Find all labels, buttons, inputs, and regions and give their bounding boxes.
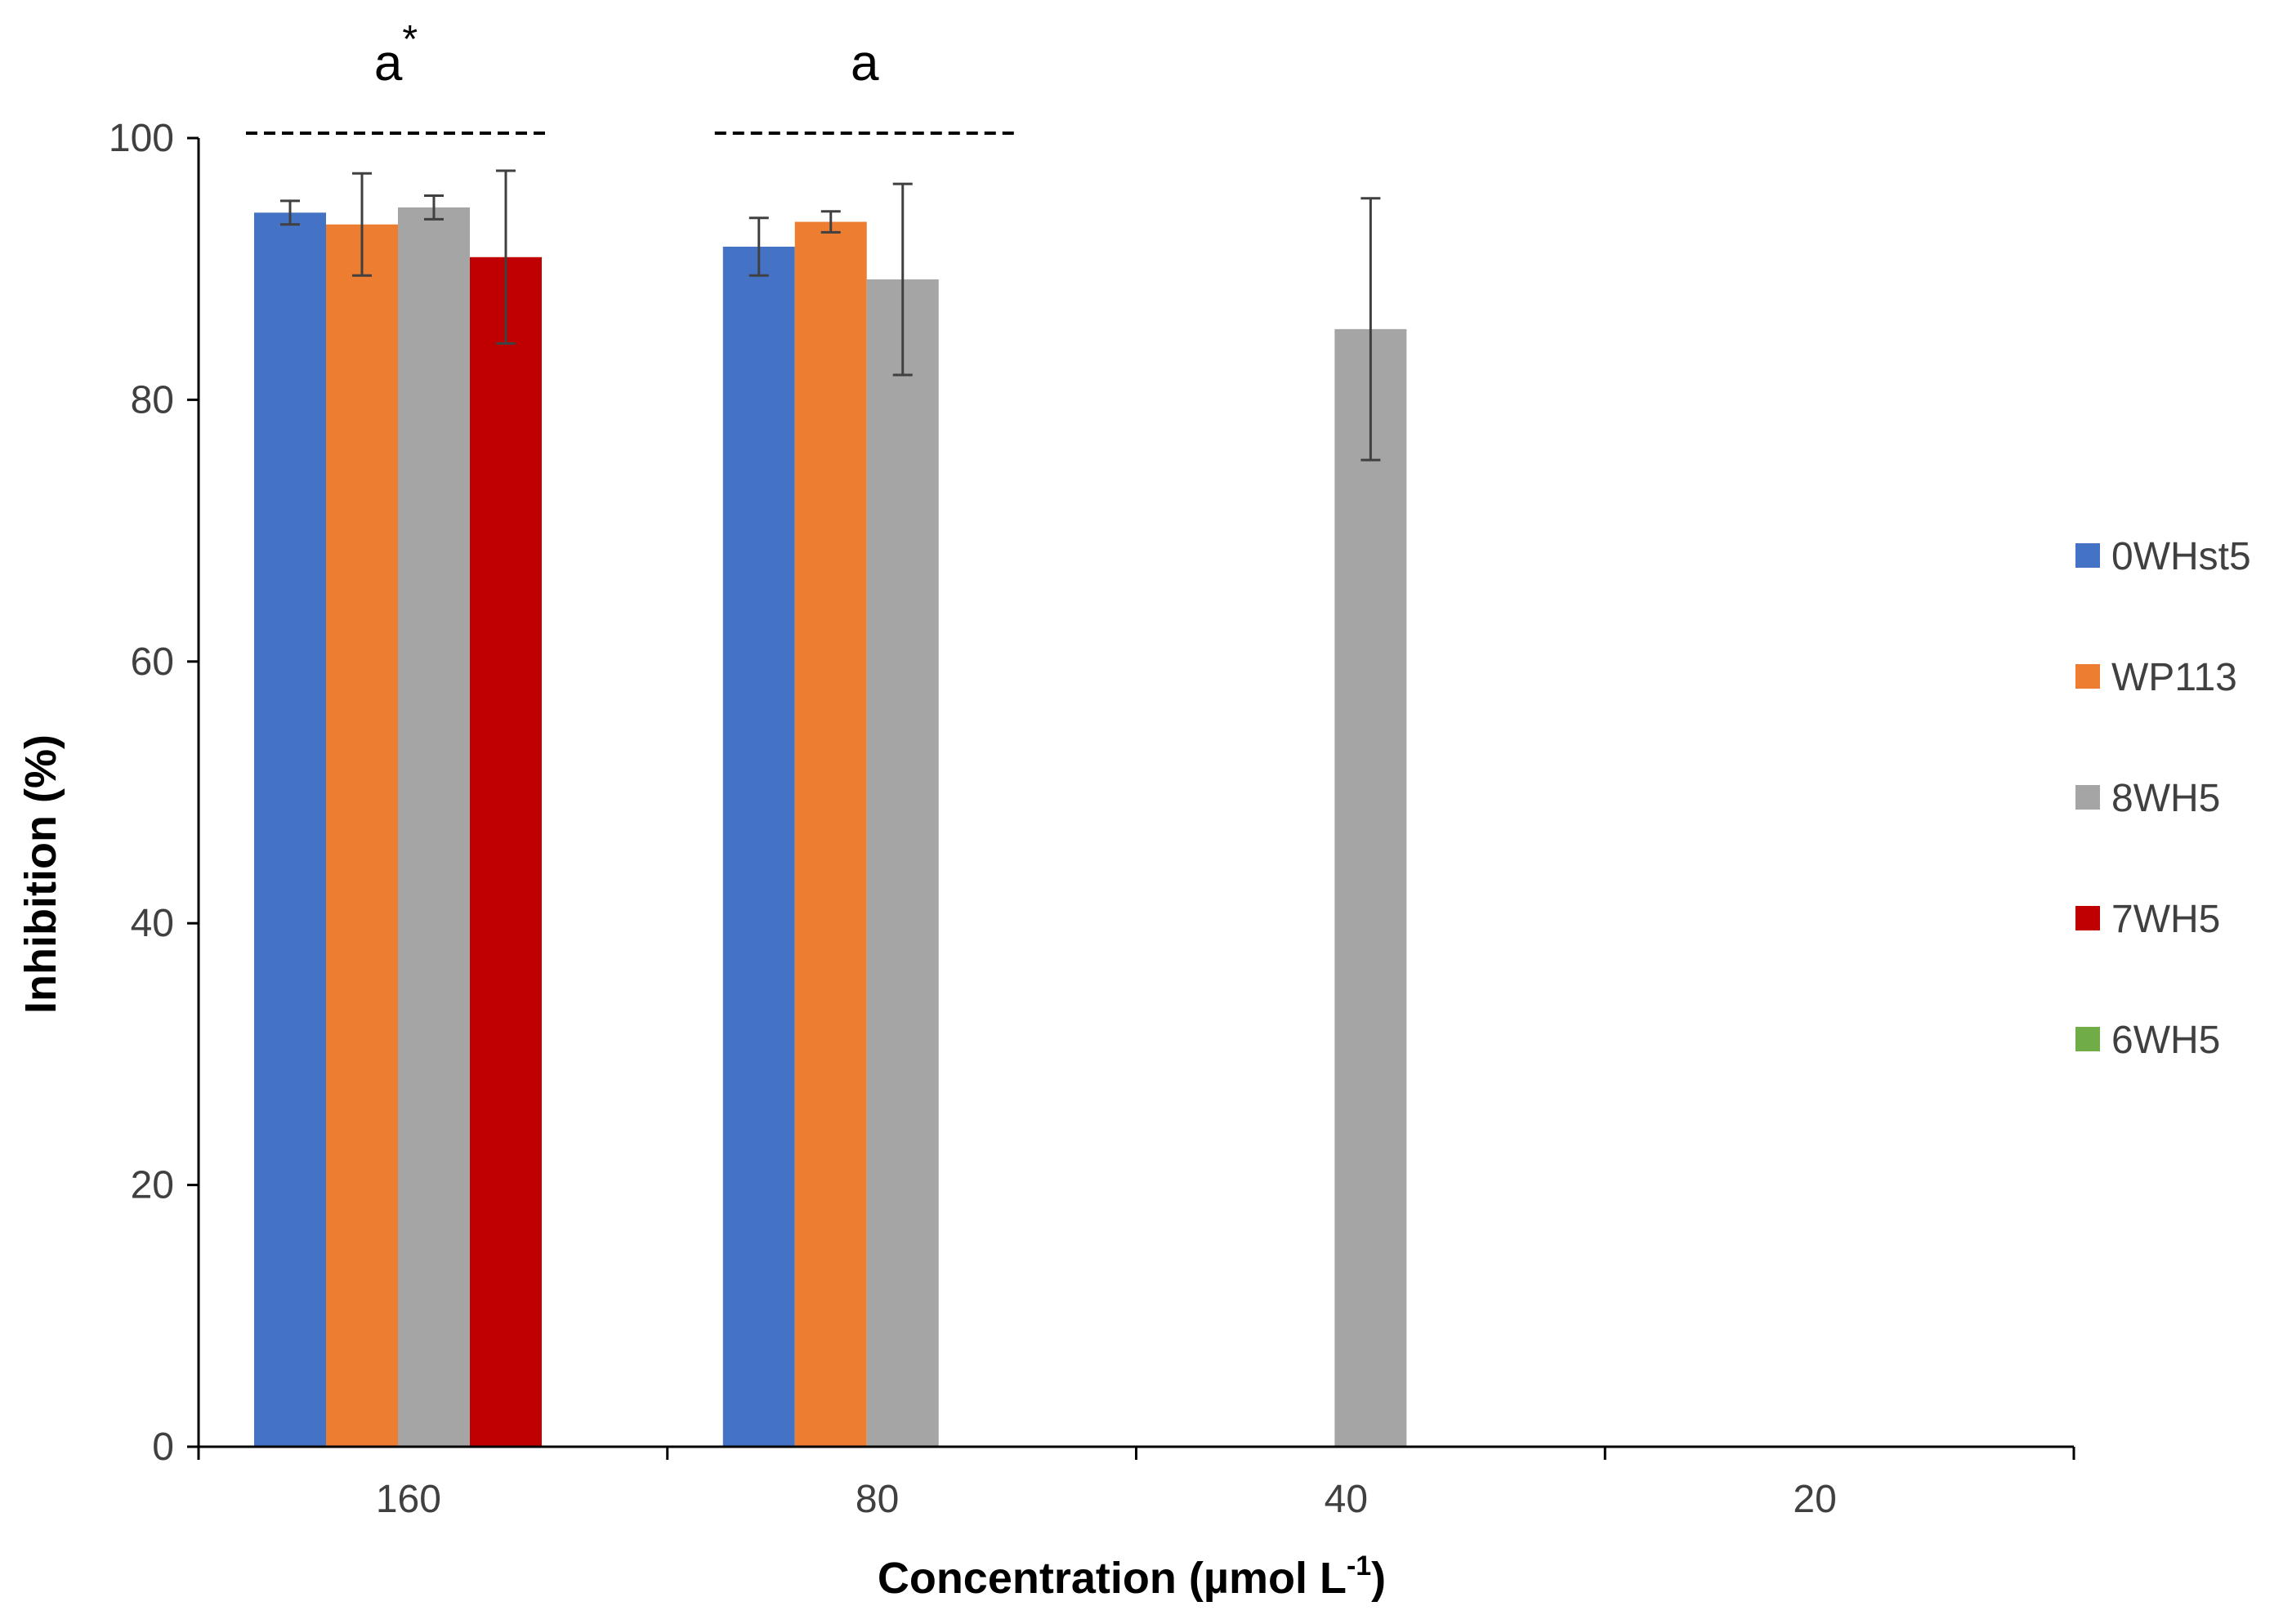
- y-tick-label: 100: [109, 117, 174, 160]
- bars: [254, 207, 1407, 1448]
- x-tick-label-40: 40: [1325, 1478, 1368, 1521]
- legend-swatch-0WHst5: [2075, 543, 2100, 568]
- legend-swatch-7WH5: [2075, 906, 2100, 930]
- bar-8WH5-160: [398, 207, 470, 1447]
- bar-0WHst5-160: [254, 212, 326, 1448]
- legend-label-7WH5: 7WH5: [2111, 898, 2220, 941]
- legend: 0WHst5 WP113 8WH5 7WH5 6WH5: [2075, 535, 2251, 1062]
- y-tick-label: 20: [131, 1164, 174, 1207]
- bar-WP113-80: [794, 221, 867, 1447]
- significance-annotations: a* a: [246, 18, 1015, 135]
- y-tick-label: 40: [131, 902, 174, 945]
- legend-label-0WHst5: 0WHst5: [2111, 535, 2251, 578]
- legend-swatch-8WH5: [2075, 785, 2100, 810]
- bar-WP113-160: [326, 224, 398, 1448]
- bar-8WH5-80: [866, 279, 939, 1447]
- x-tick-label-80: 80: [856, 1478, 899, 1521]
- significance-letter-160: a*: [374, 18, 418, 91]
- legend-swatch-WP113: [2075, 664, 2100, 689]
- legend-label-WP113: WP113: [2111, 656, 2237, 699]
- legend-label-6WH5: 6WH5: [2111, 1019, 2220, 1062]
- axes: 0 20 40 60 80 100 160 80 40 20: [109, 117, 2075, 1521]
- x-axis-title: Concentration (µmol L-1): [878, 1550, 1386, 1603]
- x-tick-label-160: 160: [376, 1478, 441, 1521]
- y-tick-label: 0: [152, 1425, 174, 1469]
- legend-label-8WH5: 8WH5: [2111, 777, 2220, 820]
- y-tick-label: 60: [131, 640, 174, 684]
- y-tick-label: 80: [131, 378, 174, 422]
- error-bars: [280, 169, 1381, 462]
- significance-letter-80: a: [851, 35, 879, 91]
- y-axis-title: Inhibition (%): [16, 734, 65, 1014]
- bar-0WHst5-80: [722, 246, 795, 1447]
- x-tick-label-20: 20: [1793, 1478, 1836, 1521]
- bar-7WH5-160: [470, 257, 542, 1448]
- legend-swatch-6WH5: [2075, 1027, 2100, 1051]
- bar-8WH5-40: [1334, 328, 1407, 1448]
